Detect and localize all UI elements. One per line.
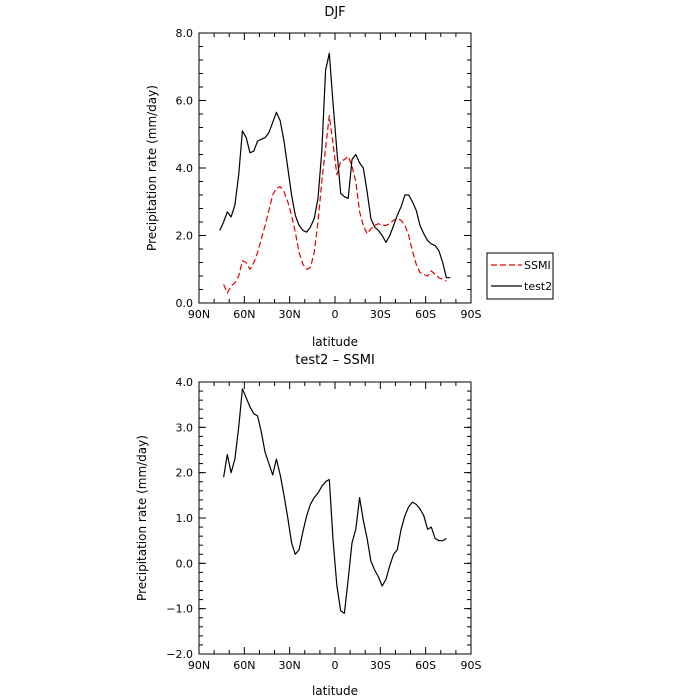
top-xaxis-label: latitude bbox=[312, 335, 358, 349]
top-xtick-label: 0 bbox=[332, 308, 339, 321]
bottom-plot-frame bbox=[198, 381, 472, 655]
top-legend: SSMI test2 bbox=[486, 252, 554, 300]
legend-label-ssmi: SSMI bbox=[524, 259, 551, 272]
bottom-xtick-label: 30N bbox=[279, 659, 301, 672]
top-ytick-label: 4.0 bbox=[176, 162, 194, 175]
top-chart-title: DJF bbox=[324, 5, 345, 20]
bottom-xtick-label: 60N bbox=[233, 659, 255, 672]
bottom-panel: test2 – SSMI 90N 60N 30N 0 30S 60S 90S −2.0 −1.0… bbox=[135, 353, 482, 698]
bottom-xtick-label: 60S bbox=[415, 659, 436, 672]
bottom-xaxis-label: latitude bbox=[312, 684, 358, 698]
top-xtick-label: 60N bbox=[233, 308, 255, 321]
bottom-tick-layer: 90N 60N 30N 0 30S 60S 90S −2.0 −1.0 0.0 1.0 2.0 3.0 4… bbox=[166, 376, 481, 672]
bottom-ytick-label: −2.0 bbox=[166, 648, 193, 661]
bottom-ytick-label: 1.0 bbox=[176, 512, 194, 525]
bottom-series-line-difference bbox=[223, 388, 447, 614]
top-ytick-label: 0.0 bbox=[176, 297, 194, 310]
top-xtick-label: 90S bbox=[461, 308, 482, 321]
top-ytick-label: 8.0 bbox=[176, 27, 194, 40]
bottom-xtick-label: 30S bbox=[370, 659, 391, 672]
bottom-chart-title: test2 – SSMI bbox=[295, 353, 375, 368]
top-ytick-label: 2.0 bbox=[176, 230, 194, 243]
bottom-yaxis-label: Precipitation rate (mm/day) bbox=[135, 435, 149, 601]
top-xtick-label: 30N bbox=[279, 308, 301, 321]
legend-label-test2: test2 bbox=[524, 280, 552, 293]
top-plot-frame bbox=[198, 32, 472, 304]
bottom-ytick-label: 2.0 bbox=[176, 467, 194, 480]
top-panel: DJF 90N 60N 30N 0 30S 60S 90S 0.0 2.0 4.0 6.0 8.0 l… bbox=[145, 5, 554, 349]
bottom-xtick-label: 90S bbox=[461, 659, 482, 672]
top-tick-layer: 90N 60N 30N 0 30S 60S 90S 0.0 2.0 4.0 6.0 8.0 bbox=[176, 27, 482, 321]
bottom-ytick-label: −1.0 bbox=[166, 603, 193, 616]
bottom-ytick-label: 3.0 bbox=[176, 421, 194, 434]
top-xtick-label: 90N bbox=[188, 308, 210, 321]
top-series-line-test2 bbox=[219, 52, 451, 279]
bottom-xtick-label: 0 bbox=[332, 659, 339, 672]
legend-box bbox=[486, 252, 554, 300]
bottom-ytick-label: 0.0 bbox=[176, 557, 194, 570]
top-series-layer bbox=[219, 52, 451, 294]
bottom-ytick-label: 4.0 bbox=[176, 376, 194, 389]
top-xtick-label: 60S bbox=[415, 308, 436, 321]
top-ytick-label: 6.0 bbox=[176, 95, 194, 108]
bottom-xtick-label: 90N bbox=[188, 659, 210, 672]
top-yaxis-label: Precipitation rate (mm/day) bbox=[145, 85, 159, 251]
top-series-line-ssmi bbox=[223, 115, 447, 294]
bottom-series-layer bbox=[223, 388, 447, 614]
top-xtick-label: 30S bbox=[370, 308, 391, 321]
